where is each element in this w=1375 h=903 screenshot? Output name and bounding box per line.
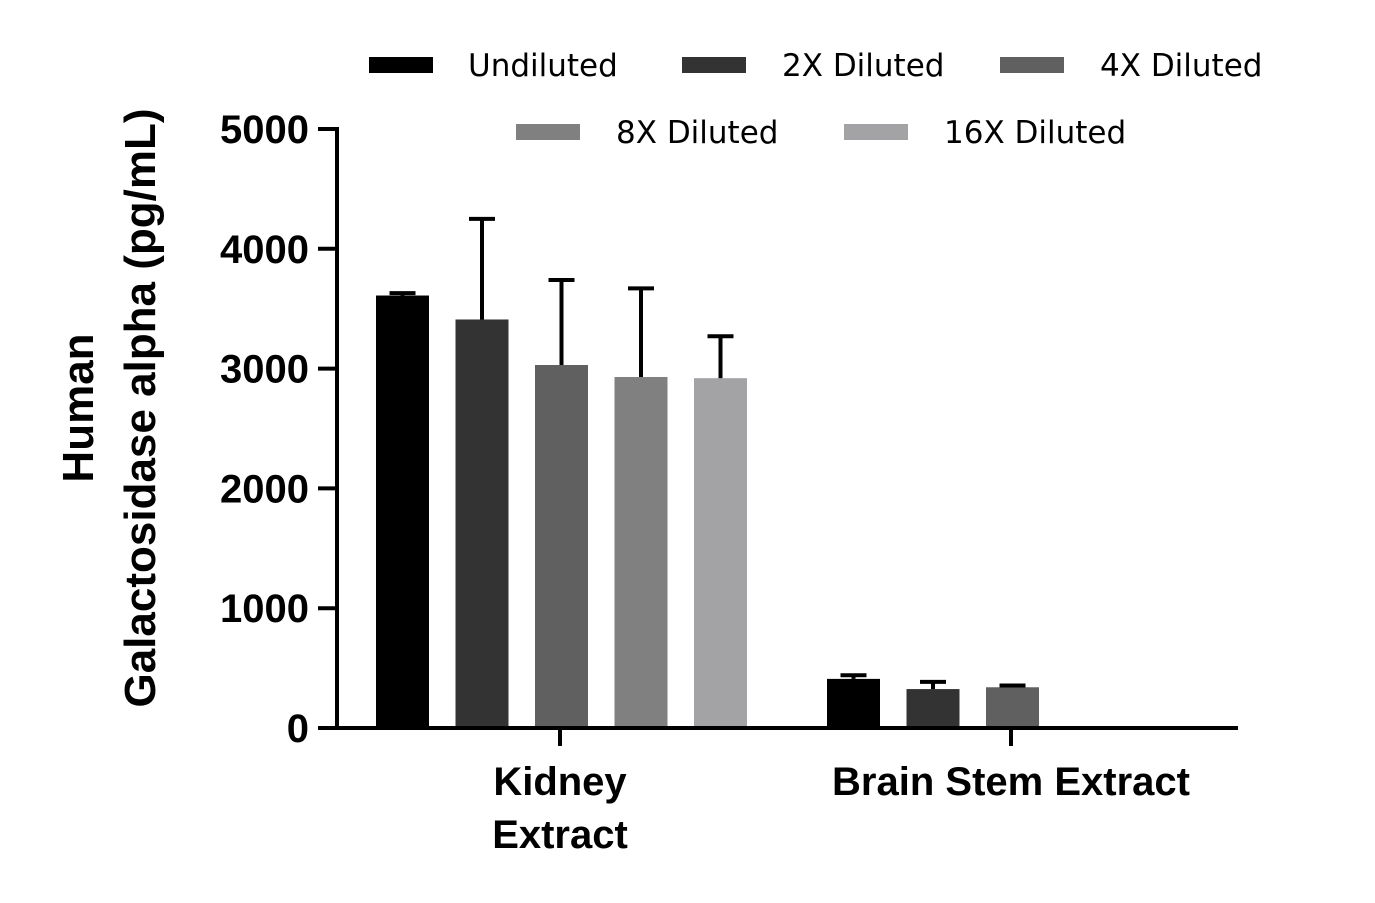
legend: Undiluted 2X Diluted 4X Diluted 8X Diluted 1… (369, 48, 1262, 151)
legend-swatch (369, 57, 433, 73)
bar (614, 376, 668, 728)
y-tick-label: 2000 (220, 467, 309, 511)
bar (376, 295, 429, 728)
legend-swatch (682, 57, 746, 73)
legend-label: 16X Diluted (944, 115, 1126, 151)
legend-swatch (844, 124, 908, 140)
y-tick-label: 1000 (220, 587, 309, 631)
legend-label: 2X Diluted (782, 48, 944, 84)
bar (906, 689, 960, 728)
y-axis-label-line: Galactosidase alpha (pg/mL) (116, 108, 165, 707)
bar (455, 319, 509, 728)
y-tick-label: 0 (287, 707, 309, 751)
bar (535, 365, 588, 728)
legend-label: 4X Diluted (1100, 48, 1262, 84)
legend-swatch (1000, 57, 1064, 73)
x-category-label: Extract (492, 813, 628, 857)
y-tick-label: 5000 (220, 108, 309, 152)
y-axis-label: Human Galactosidase alpha (pg/mL) (54, 108, 165, 707)
y-axis-label-line: Human (54, 333, 103, 482)
bars (376, 216, 1039, 728)
bar (827, 678, 880, 728)
y-tick-label: 4000 (220, 228, 309, 272)
x-axis: Kidney Extract Brain Stem Extract (318, 726, 1238, 857)
x-category-label: Kidney (493, 760, 627, 804)
bar (986, 687, 1039, 728)
legend-label: Undiluted (468, 48, 618, 84)
bar (694, 378, 747, 728)
legend-label: 8X Diluted (616, 115, 778, 151)
y-tick-label: 3000 (220, 348, 309, 392)
legend-swatch (516, 124, 580, 140)
x-category-label: Brain Stem Extract (832, 760, 1190, 804)
y-axis: 0 1000 2000 3000 4000 5000 (220, 108, 339, 751)
